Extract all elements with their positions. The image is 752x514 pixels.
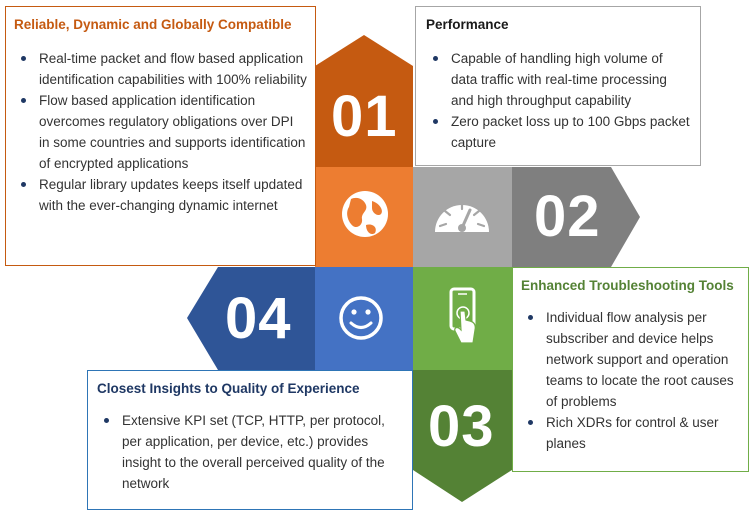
panel-reliable: Reliable, Dynamic and Globally Compatibl… — [5, 6, 316, 266]
globe-icon — [342, 191, 388, 237]
list-item: Rich XDRs for control & user planes — [521, 412, 740, 454]
arrow-03 — [413, 370, 512, 502]
arrow-02 — [512, 167, 640, 267]
list-item: Individual flow analysis per subscriber … — [521, 307, 740, 412]
number-04: 04 — [225, 286, 292, 351]
list-item: Capable of handling high volume of data … — [426, 48, 692, 111]
list-item: Regular library updates keeps itself upd… — [14, 174, 307, 216]
bullet-list: Real-time packet and flow based applicat… — [14, 48, 307, 216]
panel-troubleshooting: Enhanced Troubleshooting Tools Individua… — [512, 267, 749, 472]
panel-title: Reliable, Dynamic and Globally Compatibl… — [14, 17, 292, 32]
list-item: Extensive KPI set (TCP, HTTP, per protoc… — [97, 410, 404, 494]
bullet-list: Extensive KPI set (TCP, HTTP, per protoc… — [97, 410, 404, 494]
panel-title: Closest Insights to Quality of Experienc… — [97, 381, 360, 396]
bullet-list: Capable of handling high volume of data … — [426, 48, 692, 153]
number-02: 02 — [534, 184, 601, 249]
panel-title: Performance — [426, 17, 509, 32]
list-item: Real-time packet and flow based applicat… — [14, 48, 307, 90]
smiley-icon — [339, 296, 383, 340]
arrow-04 — [187, 267, 315, 370]
number-03: 03 — [428, 394, 495, 459]
panel-quality-of-experience: Closest Insights to Quality of Experienc… — [87, 370, 413, 510]
quadrant-04 — [315, 267, 413, 370]
arrow-01 — [315, 35, 413, 167]
list-item: Flow based application identification ov… — [14, 90, 307, 174]
phone-touch-icon — [449, 287, 476, 344]
bullet-list: Individual flow analysis per subscriber … — [521, 307, 740, 454]
panel-performance: Performance Capable of handling high vol… — [415, 6, 701, 166]
panel-title: Enhanced Troubleshooting Tools — [521, 278, 734, 293]
list-item: Zero packet loss up to 100 Gbps packet c… — [426, 111, 692, 153]
speedometer-icon — [435, 200, 489, 232]
number-01: 01 — [331, 84, 398, 149]
